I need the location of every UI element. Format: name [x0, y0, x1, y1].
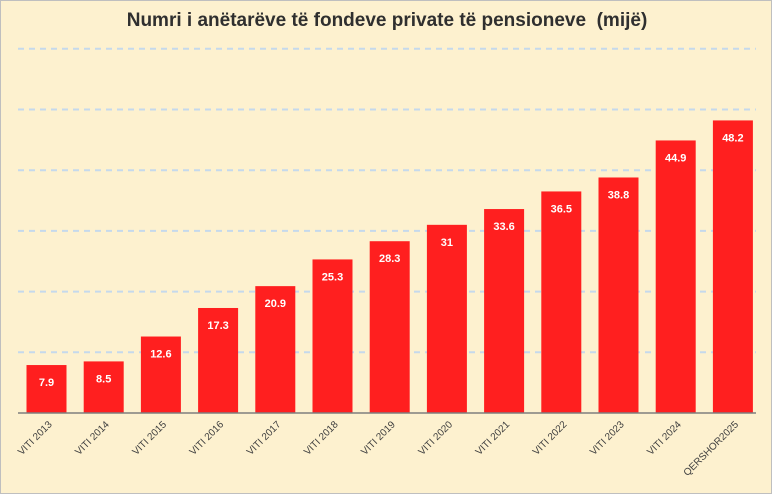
bar — [598, 177, 639, 413]
data-label: 25.3 — [322, 271, 343, 283]
data-label: 31 — [441, 237, 453, 249]
x-tick-label: VITI 2018 — [302, 419, 341, 458]
data-label: 20.9 — [265, 298, 286, 310]
x-tick-label: VITI 2019 — [359, 419, 398, 458]
x-tick-label: VITI 2020 — [417, 419, 456, 458]
data-label: 33.6 — [493, 221, 514, 233]
bar — [312, 259, 353, 413]
data-label: 38.8 — [608, 189, 629, 201]
x-tick-label: VITI 2017 — [245, 419, 284, 458]
data-label: 7.9 — [39, 377, 54, 389]
data-label: 44.9 — [665, 152, 686, 164]
bar — [83, 361, 124, 413]
bar — [484, 209, 525, 413]
bar — [426, 224, 467, 413]
data-label: 8.5 — [96, 373, 111, 385]
bar — [255, 286, 296, 413]
bar — [198, 307, 239, 413]
chart-title: Numri i anëtarëve të fondeve private të … — [126, 10, 648, 31]
bar — [26, 365, 67, 413]
x-tick-label: VITI 2021 — [474, 419, 513, 458]
data-label: 28.3 — [379, 253, 400, 265]
x-tick-label: VITI 2013 — [16, 419, 55, 458]
bar — [541, 191, 582, 413]
data-label: 48.2 — [722, 132, 743, 144]
data-label: 17.3 — [207, 320, 228, 332]
x-tick-label: VITI 2022 — [531, 419, 570, 458]
x-tick-label: VITI 2015 — [131, 419, 170, 458]
bar — [369, 241, 410, 413]
data-label: 36.5 — [551, 203, 572, 215]
bar — [140, 336, 181, 413]
x-tick-label: VITI 2016 — [188, 419, 227, 458]
bar — [655, 140, 696, 413]
x-tick-label: VITI 2014 — [73, 419, 112, 458]
x-tick-label: VITI 2024 — [645, 419, 684, 458]
x-tick-label: VITI 2023 — [588, 419, 627, 458]
data-label: 12.6 — [150, 349, 171, 361]
bar — [712, 120, 753, 414]
x-tick-label: QERSHOR2025 — [682, 419, 742, 479]
